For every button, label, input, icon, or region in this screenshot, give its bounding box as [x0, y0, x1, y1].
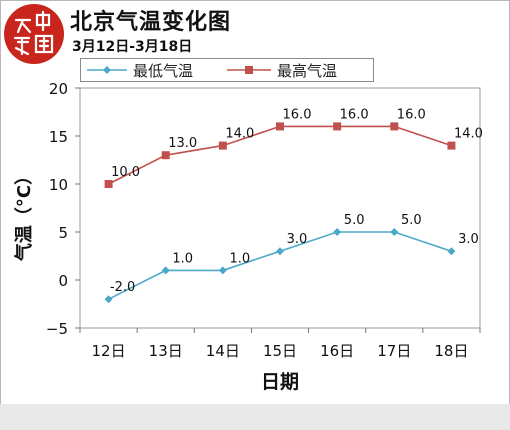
y-tick-label: 10 — [49, 176, 68, 194]
data-label-max: 14.0 — [454, 127, 483, 142]
x-tick-label: 15日 — [263, 342, 297, 360]
data-label-max: 16.0 — [397, 107, 426, 122]
legend-item-min: 最低气温 — [87, 59, 193, 81]
x-tick-label: 18日 — [434, 342, 468, 360]
weather-logo-icon — [4, 4, 64, 64]
data-point-min — [161, 266, 170, 275]
page-subtitle: 3月12日-3月18日 — [72, 39, 193, 55]
data-point-min — [390, 228, 399, 236]
y-tick-label: 15 — [49, 128, 68, 146]
data-point-min — [333, 228, 342, 236]
data-label-min: -2.0 — [110, 280, 135, 295]
y-tick-label: 5 — [58, 224, 68, 242]
data-point-max — [161, 151, 170, 160]
legend-item-max: 最高气温 — [227, 59, 337, 81]
data-point-min — [276, 247, 284, 256]
data-point-max — [447, 141, 456, 150]
page-title: 北京气温变化图 — [70, 10, 232, 35]
data-point-max — [390, 122, 399, 131]
plot-area — [79, 87, 481, 329]
data-label-max: 16.0 — [340, 107, 369, 122]
data-label-max: 13.0 — [168, 136, 197, 151]
chart-legend: 最低气温 最高气温 — [80, 58, 374, 82]
data-point-max — [333, 122, 342, 131]
data-label-min: 5.0 — [344, 213, 365, 228]
data-label-min: 1.0 — [172, 251, 193, 266]
x-tick-label: 13日 — [149, 342, 183, 360]
data-label-max: 10.0 — [111, 165, 140, 180]
legend-min-label: 最低气温 — [133, 61, 194, 80]
series-line-max — [108, 125, 452, 185]
legend-min-marker-icon — [87, 66, 127, 74]
data-point-max — [276, 122, 284, 131]
data-point-min — [104, 295, 113, 304]
y-axis-title: 气温（°C） — [13, 167, 35, 262]
data-label-min: 3.0 — [458, 232, 479, 247]
series-line-min — [108, 231, 452, 300]
data-point-min — [447, 247, 456, 256]
y-tick-label: 20 — [49, 80, 68, 98]
data-point-max — [104, 180, 113, 188]
x-axis-title: 日期 — [261, 371, 299, 393]
x-tick-label: 16日 — [320, 342, 354, 360]
legend-max-marker-icon — [227, 66, 271, 74]
x-tick-label: 17日 — [377, 342, 411, 360]
data-label-max: 16.0 — [283, 107, 312, 122]
x-tick-label: 14日 — [206, 342, 240, 360]
data-label-min: 5.0 — [401, 213, 422, 228]
data-point-max — [218, 141, 227, 150]
y-tick-label: 0 — [58, 272, 68, 290]
data-label-min: 1.0 — [230, 251, 251, 266]
y-tick-label: −5 — [46, 320, 68, 338]
bottom-band — [0, 404, 510, 430]
legend-max-label: 最高气温 — [277, 61, 338, 80]
data-point-min — [218, 266, 227, 275]
data-label-min: 3.0 — [287, 232, 308, 247]
x-tick-label: 12日 — [92, 342, 126, 360]
data-label-max: 14.0 — [225, 127, 254, 142]
